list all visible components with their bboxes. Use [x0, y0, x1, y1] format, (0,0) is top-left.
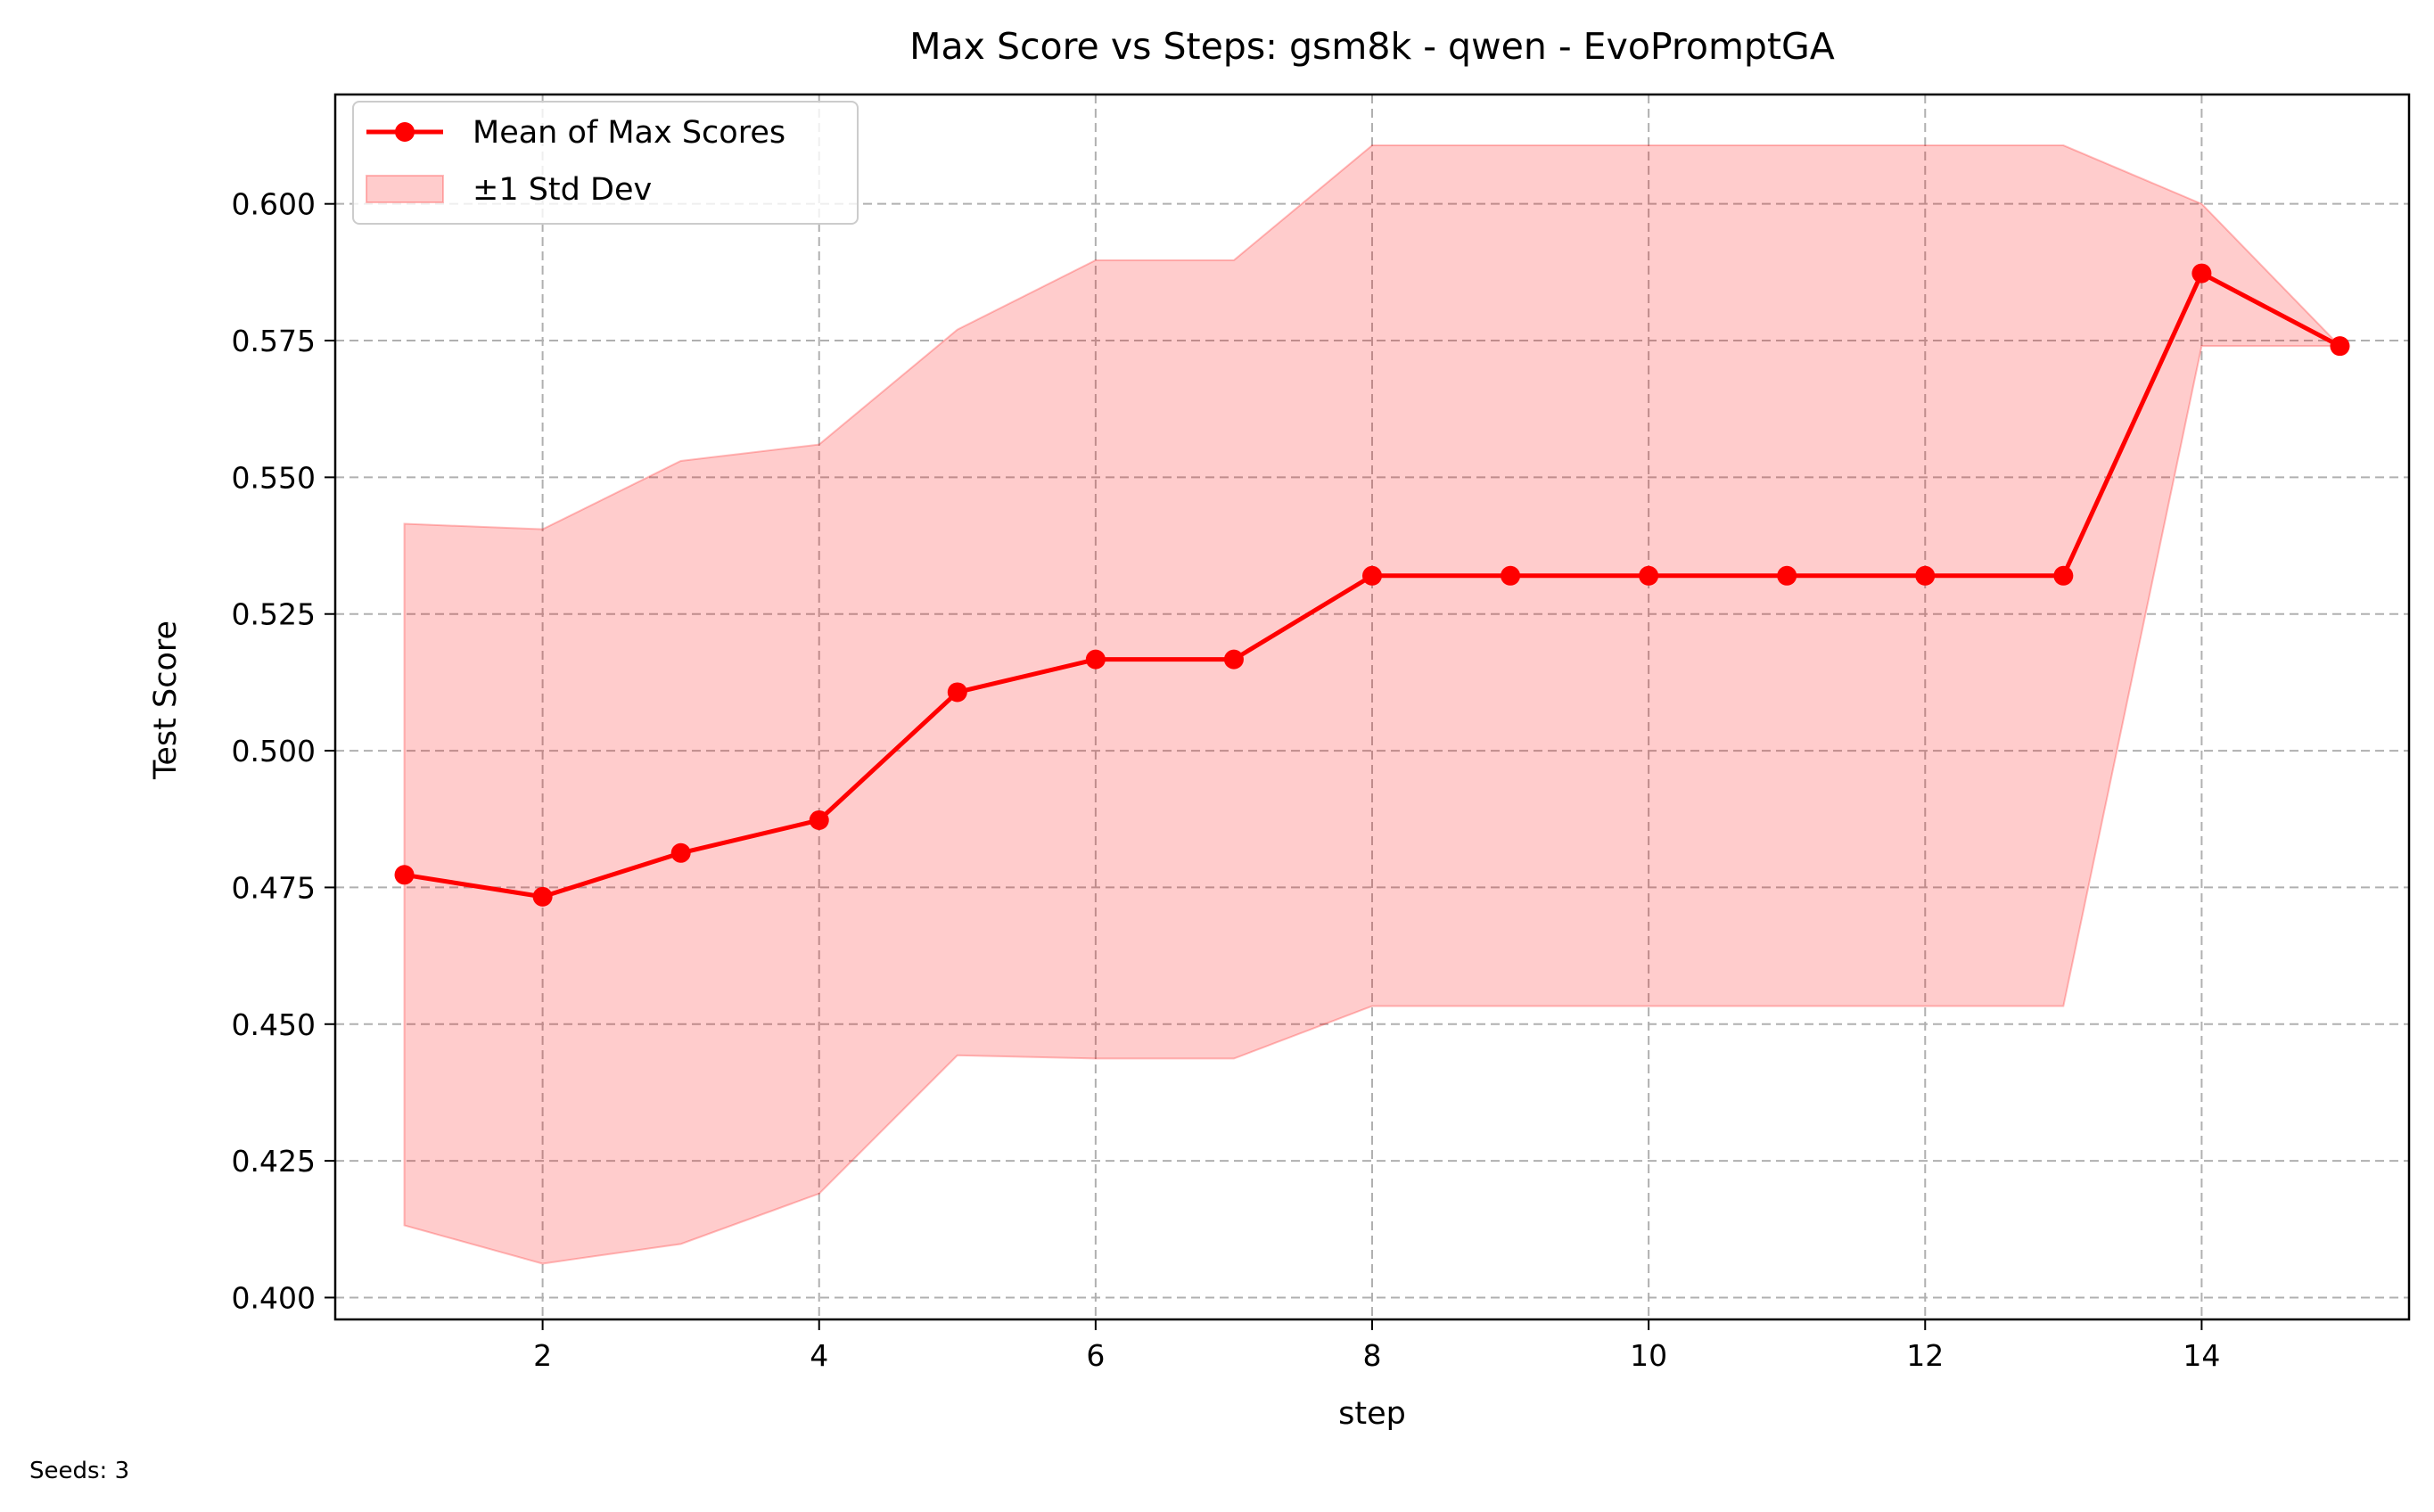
mean-point — [670, 842, 691, 863]
mean-point — [947, 682, 967, 703]
y-axis-label: Test Score — [148, 620, 184, 780]
x-tick-label: 2 — [533, 1338, 552, 1373]
x-tick-label: 8 — [1363, 1338, 1382, 1373]
mean-point — [2053, 565, 2074, 586]
y-tick-label: 0.450 — [232, 1007, 316, 1042]
mean-point — [809, 809, 829, 830]
mean-point — [2330, 336, 2350, 357]
mean-point — [1915, 565, 1936, 586]
legend-label-std-dev: ±1 Std Dev — [473, 172, 652, 208]
y-tick-label: 0.600 — [232, 187, 316, 222]
mean-point — [2191, 263, 2212, 284]
x-tick-label: 4 — [810, 1338, 828, 1373]
legend-band-swatch — [366, 175, 444, 203]
y-tick-label: 0.550 — [232, 460, 316, 495]
std-dev-band-area — [403, 144, 2342, 1265]
legend-label-mean: Mean of Max Scores — [473, 115, 785, 151]
mean-point — [532, 886, 553, 907]
y-tick-label: 0.400 — [232, 1280, 316, 1315]
mean-point — [1777, 565, 1797, 586]
x-axis-label: step — [1338, 1396, 1406, 1432]
x-tick-label: 10 — [1630, 1338, 1667, 1373]
chart-title: Max Score vs Steps: gsm8k - qwen - EvoPr… — [909, 25, 1835, 68]
mean-point — [1362, 565, 1382, 586]
x-axis-ticks: 2 4 6 8 10 12 14 — [533, 1319, 2220, 1373]
mean-line-series — [394, 263, 2350, 907]
y-tick-label: 0.475 — [232, 870, 316, 905]
seeds-footnote: Seeds: 3 — [29, 1458, 129, 1484]
mean-point — [1223, 649, 1244, 670]
mean-point — [1639, 565, 1659, 586]
y-tick-label: 0.500 — [232, 734, 316, 768]
legend-box — [352, 101, 859, 225]
legend: Mean of Max Scores ±1 Std Dev — [352, 101, 859, 225]
y-axis-ticks: 0.400 0.425 0.450 0.475 0.500 0.525 0.550 0.575… — [232, 187, 335, 1315]
x-tick-label: 14 — [2183, 1338, 2220, 1373]
mean-point — [394, 865, 415, 885]
mean-point — [1085, 649, 1106, 670]
mean-point — [1501, 565, 1521, 586]
std-dev-band — [403, 144, 2342, 1265]
x-tick-label: 6 — [1086, 1338, 1105, 1373]
y-tick-label: 0.575 — [232, 324, 316, 358]
y-tick-label: 0.425 — [232, 1144, 316, 1179]
x-tick-label: 12 — [1906, 1338, 1944, 1373]
y-tick-label: 0.525 — [232, 597, 316, 632]
legend-marker-swatch — [395, 122, 415, 142]
